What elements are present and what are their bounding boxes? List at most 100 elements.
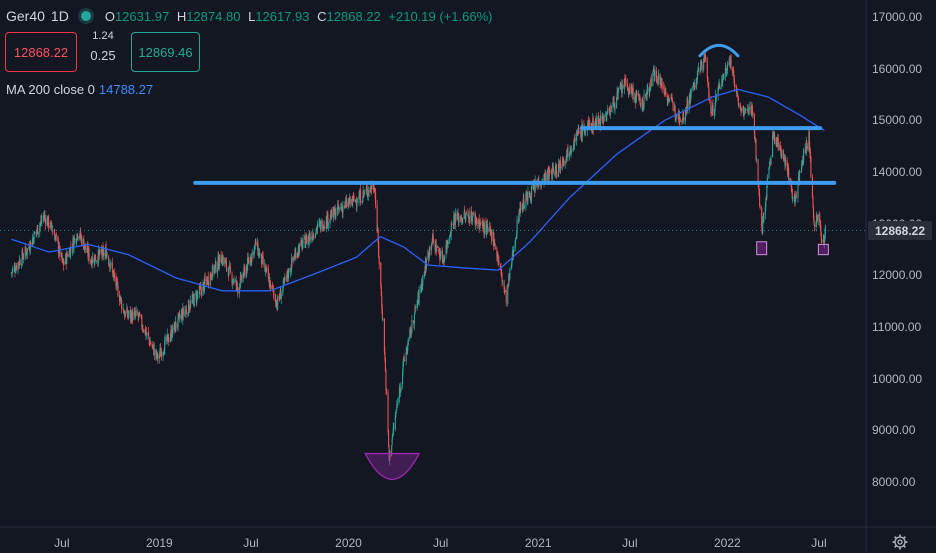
candle-body bbox=[99, 249, 101, 255]
candle-body bbox=[113, 273, 115, 278]
candle bbox=[286, 268, 289, 282]
candle bbox=[266, 264, 268, 273]
candle bbox=[715, 89, 717, 107]
candle-body bbox=[744, 110, 746, 115]
candle-body bbox=[75, 239, 77, 243]
candle bbox=[411, 315, 413, 334]
candle-body bbox=[531, 185, 533, 200]
candle-body bbox=[226, 268, 228, 270]
ohlc-values: O12631.97 H12874.80 L12617.93 C12868.22 … bbox=[105, 9, 493, 24]
candle bbox=[185, 304, 187, 314]
candle-body bbox=[262, 256, 264, 265]
symbol-name[interactable]: Ger40 bbox=[6, 8, 45, 24]
candle bbox=[552, 163, 554, 175]
candle-body bbox=[650, 78, 652, 86]
candle bbox=[476, 218, 478, 230]
candle-body bbox=[508, 275, 510, 286]
candle-body bbox=[783, 158, 785, 160]
sell-button[interactable]: 12868.22 bbox=[5, 32, 77, 72]
candle bbox=[280, 290, 282, 305]
candle bbox=[726, 61, 729, 74]
candle-body bbox=[264, 264, 266, 266]
candle bbox=[570, 146, 572, 159]
candle-body bbox=[493, 232, 495, 246]
interval-label[interactable]: 1D bbox=[50, 8, 69, 24]
candle-body bbox=[146, 332, 148, 335]
ma-label: MA 200 close 0 bbox=[6, 82, 95, 97]
candle-body bbox=[391, 445, 393, 456]
candle-body bbox=[106, 253, 108, 256]
spread-box: 1.24 0.25 bbox=[82, 30, 124, 63]
candle bbox=[50, 221, 52, 223]
candle-body bbox=[804, 147, 806, 149]
candle bbox=[520, 201, 522, 213]
candle bbox=[272, 284, 275, 299]
candle-body bbox=[626, 83, 629, 88]
candle-body bbox=[33, 231, 35, 244]
bottom-bowl-drawing bbox=[364, 452, 421, 481]
ma-legend[interactable]: MA 200 close 0 14788.27 bbox=[6, 82, 153, 97]
candle bbox=[180, 309, 182, 323]
candle-body bbox=[530, 199, 532, 202]
candle-body bbox=[452, 223, 454, 225]
candle-body bbox=[347, 202, 349, 207]
candle-body bbox=[811, 176, 814, 197]
candle bbox=[603, 114, 605, 123]
candle bbox=[349, 196, 351, 208]
candle-body bbox=[661, 81, 663, 84]
candle-body bbox=[120, 296, 122, 300]
candle-body bbox=[185, 309, 187, 313]
candle-body bbox=[570, 151, 572, 155]
candle bbox=[162, 350, 164, 362]
candle bbox=[92, 252, 94, 264]
candle bbox=[498, 255, 500, 268]
candle bbox=[184, 309, 186, 318]
candle-body bbox=[320, 220, 322, 230]
candle bbox=[407, 336, 409, 346]
candle bbox=[381, 304, 383, 321]
candle-body bbox=[545, 172, 547, 182]
candle bbox=[269, 280, 271, 292]
candle-body bbox=[779, 144, 781, 151]
candle-body bbox=[500, 269, 503, 276]
candle bbox=[681, 119, 683, 125]
candle-body bbox=[707, 83, 709, 88]
candle-body bbox=[515, 237, 517, 239]
gear-icon[interactable] bbox=[892, 534, 908, 550]
candle-body bbox=[184, 311, 186, 316]
candle bbox=[378, 256, 380, 270]
buy-button[interactable]: 12869.46 bbox=[131, 32, 200, 72]
candle-body bbox=[54, 236, 56, 241]
candle-body bbox=[610, 106, 612, 109]
candle bbox=[737, 95, 739, 109]
candle bbox=[28, 240, 30, 252]
candle-body bbox=[810, 156, 812, 178]
candle-body bbox=[801, 161, 803, 165]
candle-body bbox=[781, 149, 783, 157]
candle bbox=[759, 203, 761, 210]
candle bbox=[497, 251, 499, 266]
candle bbox=[392, 422, 394, 437]
candle-body bbox=[684, 109, 687, 121]
candle-body bbox=[369, 190, 371, 193]
candle bbox=[710, 95, 712, 117]
candle-body bbox=[19, 260, 21, 265]
candle bbox=[367, 186, 369, 201]
candle-body bbox=[764, 207, 766, 215]
candle-body bbox=[262, 255, 264, 258]
candle bbox=[48, 222, 50, 229]
candle bbox=[197, 291, 199, 300]
candle-body bbox=[231, 273, 233, 284]
candle-body bbox=[214, 265, 216, 269]
candle-body bbox=[21, 250, 23, 265]
candle-body bbox=[207, 276, 209, 285]
candle-body bbox=[734, 84, 736, 88]
candle-body bbox=[34, 233, 36, 234]
candle-body bbox=[139, 313, 141, 317]
candle-body bbox=[808, 131, 810, 148]
candle-body bbox=[119, 295, 121, 302]
candle bbox=[647, 82, 649, 95]
candle-body bbox=[552, 167, 554, 169]
